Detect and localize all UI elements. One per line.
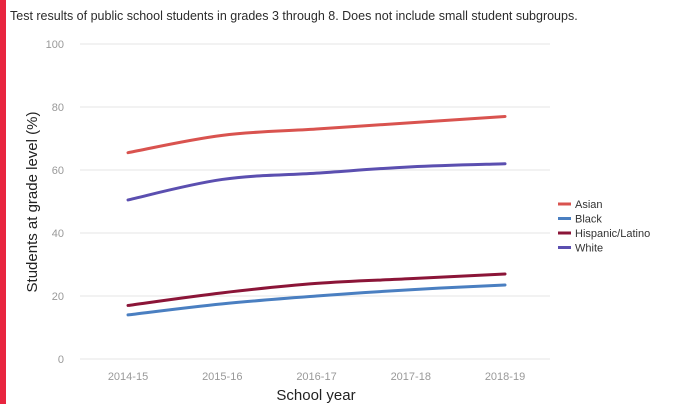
x-tick-label: 2015-16 — [202, 371, 242, 383]
series-line-white — [126, 162, 507, 202]
x-tick-label: 2016-17 — [296, 371, 336, 383]
series-lines — [126, 114, 507, 317]
legend: Asian Black Hispanic/Latino White — [558, 199, 650, 255]
x-tick-label: 2018-19 — [485, 371, 525, 383]
x-axis-title: School year — [276, 387, 355, 404]
y-tick-labels: 0 20 40 60 80 100 — [46, 39, 64, 366]
legend-label-hispanic-latino: Hispanic/Latino — [575, 228, 650, 240]
y-tick-label: 100 — [46, 39, 64, 51]
series-line-hispanic-latino — [126, 272, 507, 307]
x-tick-labels: 2014-15 2015-16 2016-17 2017-18 2018-19 — [108, 371, 525, 383]
series-line-asian — [126, 114, 507, 155]
y-axis-title: Students at grade level (%) — [24, 112, 41, 293]
y-tick-label: 20 — [52, 291, 64, 303]
grid-lines — [80, 43, 550, 360]
legend-label-black: Black — [575, 214, 602, 226]
x-tick-label: 2017-18 — [391, 371, 431, 383]
y-tick-label: 0 — [58, 354, 64, 366]
legend-label-white: White — [575, 243, 603, 255]
chart-subtitle: Test results of public school students i… — [10, 9, 578, 23]
x-tick-label: 2014-15 — [108, 371, 148, 383]
y-tick-label: 60 — [52, 165, 64, 177]
y-tick-label: 40 — [52, 228, 64, 240]
accent-bar — [0, 0, 6, 404]
legend-label-asian: Asian — [575, 199, 603, 211]
series-line-black — [126, 283, 507, 317]
y-tick-label: 80 — [52, 102, 64, 114]
